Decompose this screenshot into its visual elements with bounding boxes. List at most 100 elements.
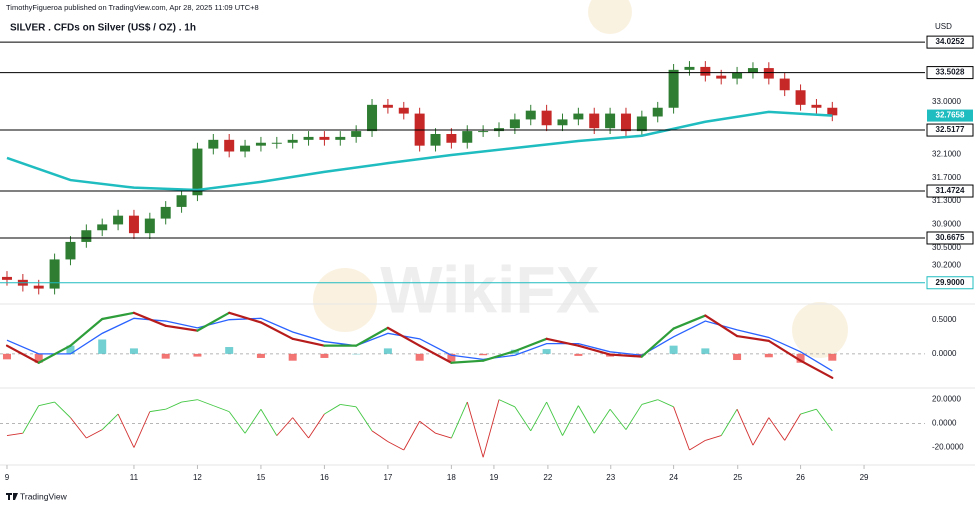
oscillator-line xyxy=(625,404,643,430)
histogram-bar xyxy=(701,348,710,354)
candle-body xyxy=(747,68,758,73)
ma-label-box xyxy=(927,109,973,122)
level-label: 32.5177 xyxy=(936,125,965,134)
level-label: 29.9000 xyxy=(936,278,965,287)
oscillator-line xyxy=(482,399,500,458)
logo-glyph xyxy=(6,493,18,500)
oscillator-line xyxy=(340,403,357,408)
macd-line xyxy=(450,359,485,364)
footer-brand: TradingView xyxy=(20,491,68,501)
oscillator-line xyxy=(403,421,421,451)
level-label-box xyxy=(926,276,974,290)
chart-title: SILVER . CFDs on Silver (US$ / OZ) . 1h xyxy=(10,23,196,34)
macd-line xyxy=(799,359,834,379)
candle-body xyxy=(351,131,362,137)
histogram-bar xyxy=(447,353,456,362)
oscillator-line xyxy=(149,408,166,413)
oscillator-line xyxy=(498,399,516,408)
oscillator-line xyxy=(38,401,55,407)
candle-body xyxy=(176,195,187,207)
y-tick-label: 0.0000 xyxy=(932,349,957,358)
x-tick-label: 26 xyxy=(796,473,805,482)
oscillator-line xyxy=(784,413,801,441)
histogram-bar xyxy=(764,353,773,358)
level-label: 31.4724 xyxy=(936,186,965,195)
candle-body xyxy=(128,215,139,234)
candle-body xyxy=(81,230,92,242)
oscillator-line xyxy=(6,432,23,437)
level-label: 33.5028 xyxy=(936,68,965,77)
oscillator-line xyxy=(308,413,325,439)
histogram-bar xyxy=(574,353,583,356)
candle-body xyxy=(271,142,282,144)
oscillator-line xyxy=(419,420,436,434)
histogram-bar xyxy=(733,353,742,361)
candle-body xyxy=(716,75,727,79)
watermark-logo xyxy=(588,0,632,34)
candle-body xyxy=(763,68,774,79)
candle-body xyxy=(303,136,314,140)
x-tick-label: 11 xyxy=(130,473,139,482)
candle-body xyxy=(49,259,60,289)
macd-line xyxy=(386,326,421,347)
watermark-logo xyxy=(313,268,377,332)
candle-body xyxy=(144,218,155,234)
oscillator-line xyxy=(70,417,87,439)
x-tick-label: 25 xyxy=(733,473,742,482)
macd-line xyxy=(355,326,390,347)
watermark-group: WikiFX xyxy=(313,0,848,358)
macd-line xyxy=(101,311,136,321)
macd-line xyxy=(69,317,104,347)
oscillator-line xyxy=(22,405,40,434)
histogram-bar xyxy=(225,347,234,354)
level-label-box xyxy=(926,66,974,80)
level-label: 30.6675 xyxy=(936,233,965,242)
oscillator-line xyxy=(387,441,404,451)
oscillator-line xyxy=(133,411,151,448)
histogram-bar xyxy=(161,353,170,359)
candle-body xyxy=(811,104,822,108)
x-tick-label: 9 xyxy=(5,473,10,482)
macd-line xyxy=(704,314,739,338)
oscillator-line xyxy=(54,401,71,418)
macd-line xyxy=(418,344,453,364)
macd-line xyxy=(609,353,643,358)
oscillator-line xyxy=(117,413,135,448)
x-tick-label: 16 xyxy=(320,473,329,482)
histogram-bar xyxy=(129,348,138,354)
oscillator-line xyxy=(657,399,674,408)
macd-line xyxy=(640,327,675,358)
candle-body xyxy=(525,110,536,120)
candle-body xyxy=(398,107,409,114)
macd-line xyxy=(735,334,770,342)
publisher: TimothyFigueroa published on TradingView… xyxy=(6,3,259,12)
histogram-bar xyxy=(193,353,202,357)
ma-label: 32.7658 xyxy=(936,111,965,120)
oscillator-line xyxy=(355,406,373,432)
macd-line xyxy=(577,344,612,356)
macd-line xyxy=(164,324,199,332)
oscillator-line xyxy=(768,417,786,441)
oscillator-line xyxy=(450,401,468,439)
histogram-bar xyxy=(542,349,551,354)
y-tick-label: 20.0000 xyxy=(932,395,961,404)
macd-line xyxy=(132,311,167,327)
currency: USD xyxy=(935,22,952,31)
oscillator-line xyxy=(736,409,754,446)
x-tick-label: 19 xyxy=(489,473,498,482)
candle-body xyxy=(33,285,44,289)
oscillator-line xyxy=(530,401,548,432)
candle-body xyxy=(382,104,393,108)
candle-body xyxy=(367,104,378,132)
macd-line xyxy=(482,350,516,362)
macd-line xyxy=(291,337,326,347)
histogram-bar xyxy=(256,353,265,358)
oscillator-line xyxy=(228,411,246,434)
candle-body xyxy=(335,136,346,140)
oscillator-line xyxy=(689,440,706,451)
candle-body xyxy=(795,90,806,105)
oscillator-line xyxy=(165,401,182,410)
histogram-bar xyxy=(320,353,329,358)
